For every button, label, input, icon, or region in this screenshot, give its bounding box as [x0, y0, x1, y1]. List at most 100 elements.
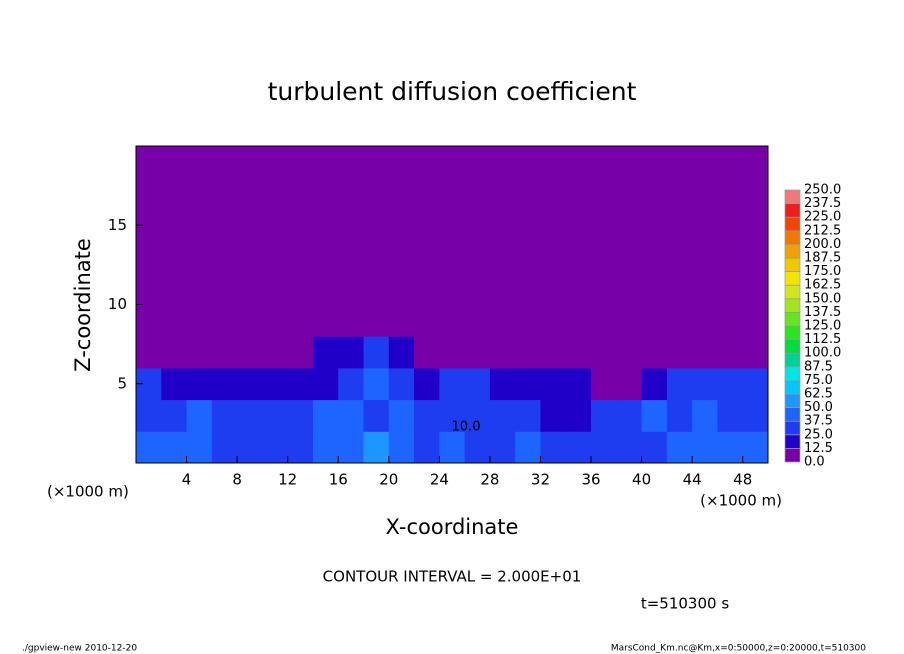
- cell: [591, 146, 617, 179]
- cell: [565, 431, 592, 464]
- cell: [742, 304, 769, 337]
- cell: [489, 367, 516, 401]
- cell: [388, 177, 415, 210]
- colorbar-label: 62.5: [804, 387, 833, 402]
- cell: [136, 336, 162, 369]
- x-tick-label: 12: [278, 471, 297, 489]
- cell: [287, 304, 314, 337]
- cell: [692, 272, 718, 305]
- cell: [161, 146, 188, 179]
- colorbar-label: 175.0: [804, 264, 841, 279]
- y-axis-label: Z-coordinate: [71, 238, 95, 372]
- cell: [388, 209, 415, 242]
- colorbar-box: [784, 325, 801, 340]
- cell: [439, 241, 466, 274]
- cell: [312, 367, 339, 401]
- cell: [666, 146, 693, 179]
- cell: [363, 177, 390, 210]
- cell: [363, 367, 390, 401]
- cell: [515, 304, 541, 337]
- cell: [464, 209, 491, 242]
- cell: [591, 431, 617, 464]
- footer-left: ./gpview-new 2010-12-20: [22, 644, 137, 654]
- colorbar-box: [784, 216, 801, 232]
- cell: [237, 367, 263, 401]
- cell: [489, 241, 516, 274]
- cell: [161, 304, 188, 337]
- cell: [489, 177, 516, 210]
- cell: [338, 367, 365, 401]
- cell: [363, 431, 390, 464]
- cell: [338, 272, 365, 305]
- cell: [515, 272, 541, 305]
- cell: [161, 336, 188, 369]
- cell: [666, 431, 693, 464]
- cell: [666, 367, 693, 401]
- contour-interval: CONTOUR INTERVAL = 2.000E+01: [323, 568, 582, 586]
- cell: [262, 431, 289, 464]
- cell: [717, 272, 744, 305]
- cell: [262, 209, 289, 242]
- cell: [312, 336, 339, 369]
- colorbar-box: [784, 189, 801, 204]
- x-axis-label: X-coordinate: [386, 515, 519, 539]
- cell: [338, 336, 365, 369]
- cell: [717, 304, 744, 337]
- colorbar-label: 200.0: [804, 237, 841, 252]
- cell: [186, 241, 213, 274]
- cell: [363, 336, 390, 369]
- cell: [515, 367, 541, 401]
- cell: [464, 367, 491, 401]
- cell: [211, 209, 238, 242]
- cell: [616, 272, 643, 305]
- cell: [565, 367, 592, 401]
- cell: [692, 304, 718, 337]
- cell: [489, 431, 516, 464]
- cell: [692, 146, 718, 179]
- colorbar-label: 12.5: [804, 441, 833, 456]
- cell: [692, 399, 718, 432]
- cell: [237, 399, 263, 432]
- cell: [464, 241, 491, 274]
- cell: [641, 241, 668, 274]
- cell: [666, 177, 693, 210]
- cell: [312, 304, 339, 337]
- cell: [540, 336, 567, 369]
- x-tick-label: 48: [733, 471, 752, 489]
- cell: [211, 241, 238, 274]
- cell: [136, 304, 162, 337]
- cell: [666, 399, 693, 432]
- cell: [287, 209, 314, 242]
- cell: [692, 177, 718, 210]
- cell: [161, 399, 188, 432]
- cell: [666, 336, 693, 369]
- cell: [717, 241, 744, 274]
- cell: [565, 146, 592, 179]
- cell: [287, 367, 314, 401]
- cell: [464, 431, 491, 464]
- cell: [565, 272, 592, 305]
- cell: [641, 367, 668, 401]
- cell: [717, 431, 744, 464]
- cell: [211, 146, 238, 179]
- cell: [338, 146, 365, 179]
- cell: [565, 399, 592, 432]
- cell: [136, 177, 162, 210]
- cell: [186, 336, 213, 369]
- cell: [540, 209, 567, 242]
- cell: [237, 304, 263, 337]
- chart-title: turbulent diffusion coefficient: [268, 77, 637, 106]
- cell: [515, 241, 541, 274]
- cell: [591, 399, 617, 432]
- cell: [464, 272, 491, 305]
- cell: [237, 336, 263, 369]
- cell: [262, 177, 289, 210]
- cell: [414, 146, 440, 179]
- x-tick-label: 32: [531, 471, 550, 489]
- cell: [439, 367, 466, 401]
- cell: [161, 209, 188, 242]
- cell: [363, 241, 390, 274]
- cell: [237, 177, 263, 210]
- cell: [312, 399, 339, 432]
- cell: [540, 399, 567, 432]
